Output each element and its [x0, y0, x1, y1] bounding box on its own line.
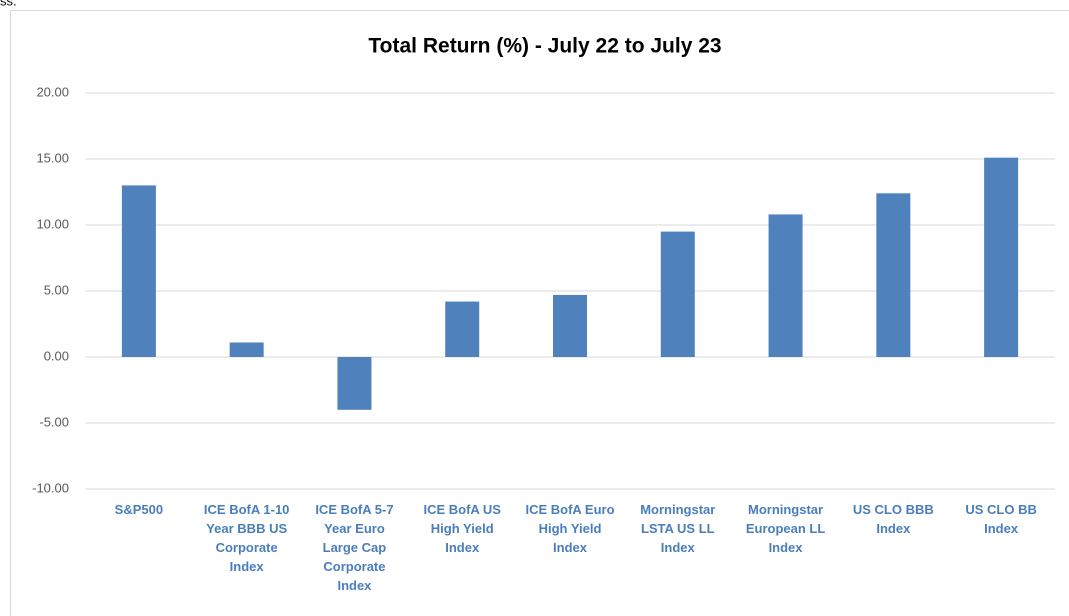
y-tick-label: -10.00	[32, 480, 69, 495]
y-tick-label: 0.00	[44, 348, 69, 363]
bar	[660, 231, 695, 357]
y-tick-label: -5.00	[39, 414, 69, 429]
x-tick-label: Morningstar LSTA US LL Index	[640, 502, 715, 555]
x-tick-label: ICE BofA US High Yield Index	[423, 502, 501, 555]
bar	[553, 294, 587, 357]
chart-frame	[10, 10, 1069, 616]
fragment-text: ss.	[0, 0, 17, 8]
y-tick-label: 20.00	[36, 84, 69, 99]
bar	[445, 301, 480, 357]
bar	[984, 157, 1019, 357]
bar	[229, 342, 264, 357]
x-tick-label: ICE BofA 1-10 Year BBB US Corporate Index	[204, 502, 289, 574]
chart-title: Total Return (%) - July 22 to July 23	[368, 35, 721, 58]
bar	[768, 214, 803, 357]
x-tick-label: ICE BofA 5-7 Year Euro Large Cap Corporate I…	[315, 502, 393, 593]
y-tick-label: 5.00	[44, 282, 69, 297]
x-tick-label: S&P500	[115, 502, 163, 517]
bar	[121, 185, 156, 357]
bar	[876, 193, 911, 357]
y-tick-label: 10.00	[36, 216, 69, 231]
bar	[337, 357, 372, 410]
x-tick-label: US CLO BBB Index	[853, 502, 934, 536]
x-tick-label: ICE BofA Euro High Yield Index	[525, 502, 614, 555]
x-tick-label: US CLO BB Index	[965, 502, 1037, 536]
y-tick-label: 15.00	[36, 150, 69, 165]
x-tick-label: Morningstar European LL Index	[746, 502, 826, 555]
